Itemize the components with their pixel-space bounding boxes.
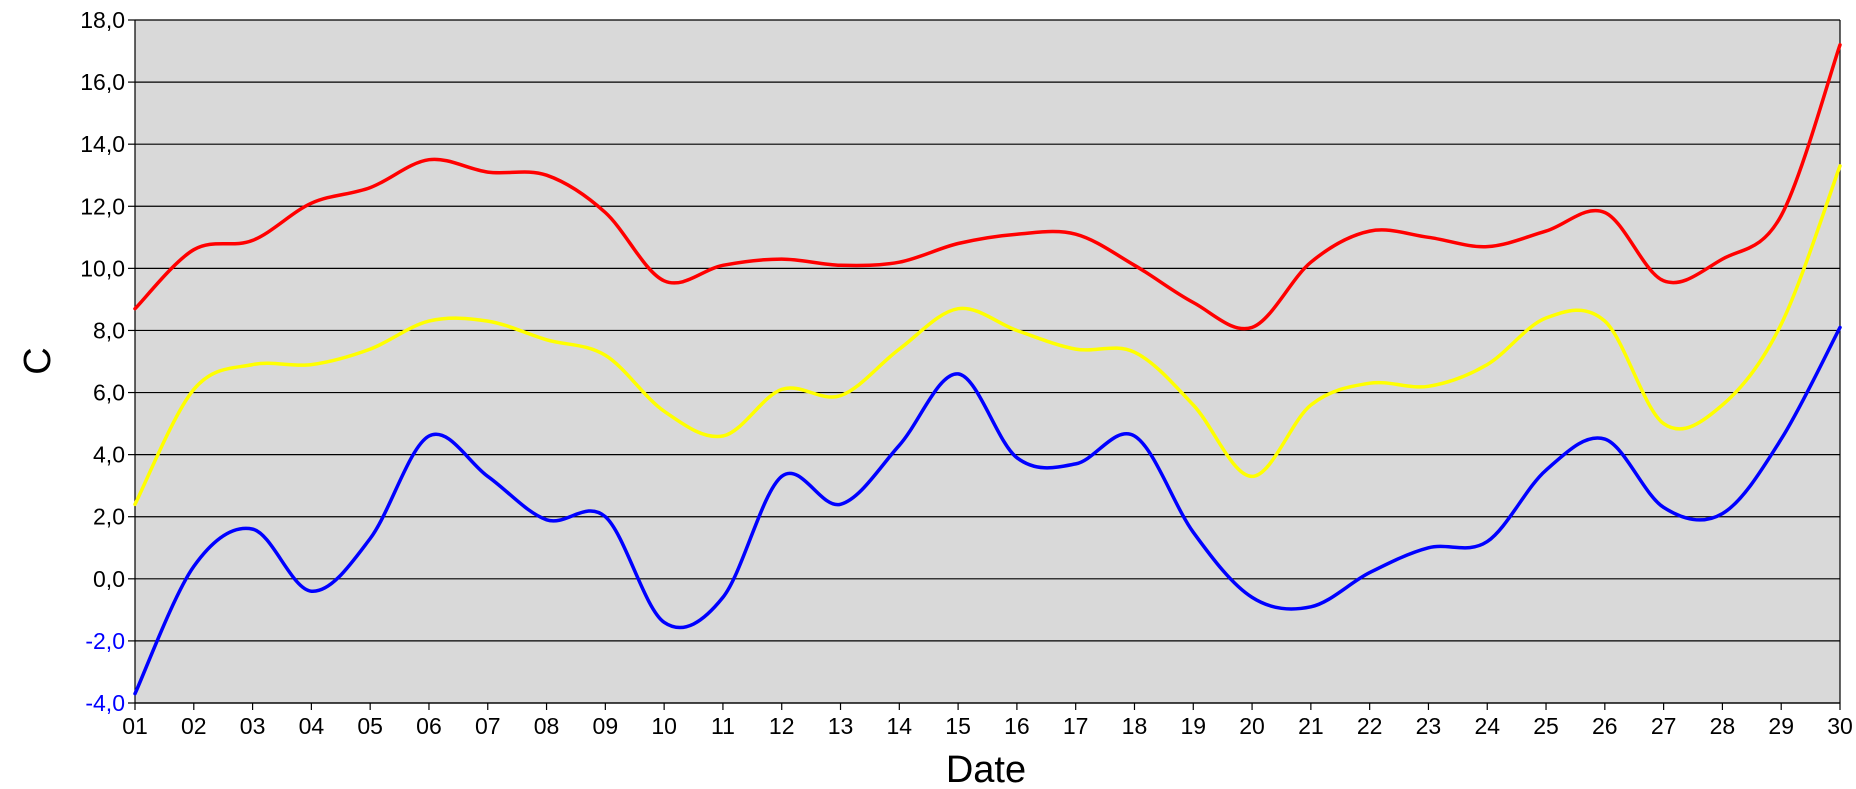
y-tick-labels: -4,0 -2,0 0,0 2,0 4,0 6,0 8,0 10,0 12,0 14,0 16,0 1…	[80, 7, 125, 716]
x-tick-label: 15	[945, 713, 971, 739]
x-tick-label: 16	[1004, 713, 1030, 739]
y-tick-label: -4,0	[85, 690, 125, 716]
y-tick-label: 18,0	[80, 7, 125, 33]
y-tick-label: 14,0	[80, 131, 125, 157]
series-line-yellow	[133, 164, 1842, 507]
x-tick-label: 06	[416, 713, 442, 739]
x-tick-label: 21	[1298, 713, 1324, 739]
y-tick-label: 10,0	[80, 255, 125, 281]
y-tick-label: 8,0	[93, 317, 125, 343]
x-tick-label: 12	[769, 713, 795, 739]
x-tick-label: 26	[1592, 713, 1618, 739]
series-line-red	[133, 43, 1842, 331]
x-tick-label: 30	[1827, 713, 1853, 739]
plot-area	[135, 20, 1840, 703]
y-tick-label: 6,0	[93, 380, 125, 406]
x-tick-label: 08	[534, 713, 560, 739]
x-tick-label: 09	[593, 713, 619, 739]
x-tick-label: 20	[1239, 713, 1265, 739]
x-tick-label: 22	[1357, 713, 1383, 739]
x-tick-label: 24	[1474, 713, 1500, 739]
axes	[128, 19, 1841, 710]
x-tick-label: 04	[299, 713, 325, 739]
y-tick-label: -2,0	[85, 628, 125, 654]
series-lines	[133, 43, 1842, 696]
x-tick-label: 03	[240, 713, 266, 739]
x-tick-label: 27	[1651, 713, 1677, 739]
x-tick-label: 05	[357, 713, 383, 739]
x-tick-label: 25	[1533, 713, 1559, 739]
x-tick-label: 11	[711, 713, 735, 739]
y-tick-label: 2,0	[93, 504, 125, 530]
y-axis-title: C	[17, 347, 59, 374]
y-tick-label: 4,0	[93, 442, 125, 468]
x-tick-label: 28	[1710, 713, 1736, 739]
y-tick-label: 16,0	[80, 69, 125, 95]
x-tick-label: 07	[475, 713, 501, 739]
x-tick-label: 02	[181, 713, 207, 739]
x-tick-label: 18	[1122, 713, 1148, 739]
x-tick-label: 01	[122, 713, 148, 739]
grid-lines	[135, 19, 1840, 704]
y-tick-label: 0,0	[93, 566, 125, 592]
x-tick-label: 23	[1416, 713, 1442, 739]
x-tick-label: 29	[1768, 713, 1794, 739]
series-line-blue	[133, 325, 1842, 696]
x-tick-label: 19	[1180, 713, 1206, 739]
x-tick-label: 17	[1063, 713, 1089, 739]
x-axis-title: Date	[946, 749, 1026, 789]
x-tick-label: 13	[828, 713, 854, 739]
x-tick-labels: 01 02 03 04 05 06 07 08 09 10 11 12 13 14 15 16 17 18 19 20…	[122, 713, 1853, 739]
y-tick-label: 12,0	[80, 193, 125, 219]
x-tick-label: 14	[887, 713, 913, 739]
x-tick-label: 10	[651, 713, 677, 739]
